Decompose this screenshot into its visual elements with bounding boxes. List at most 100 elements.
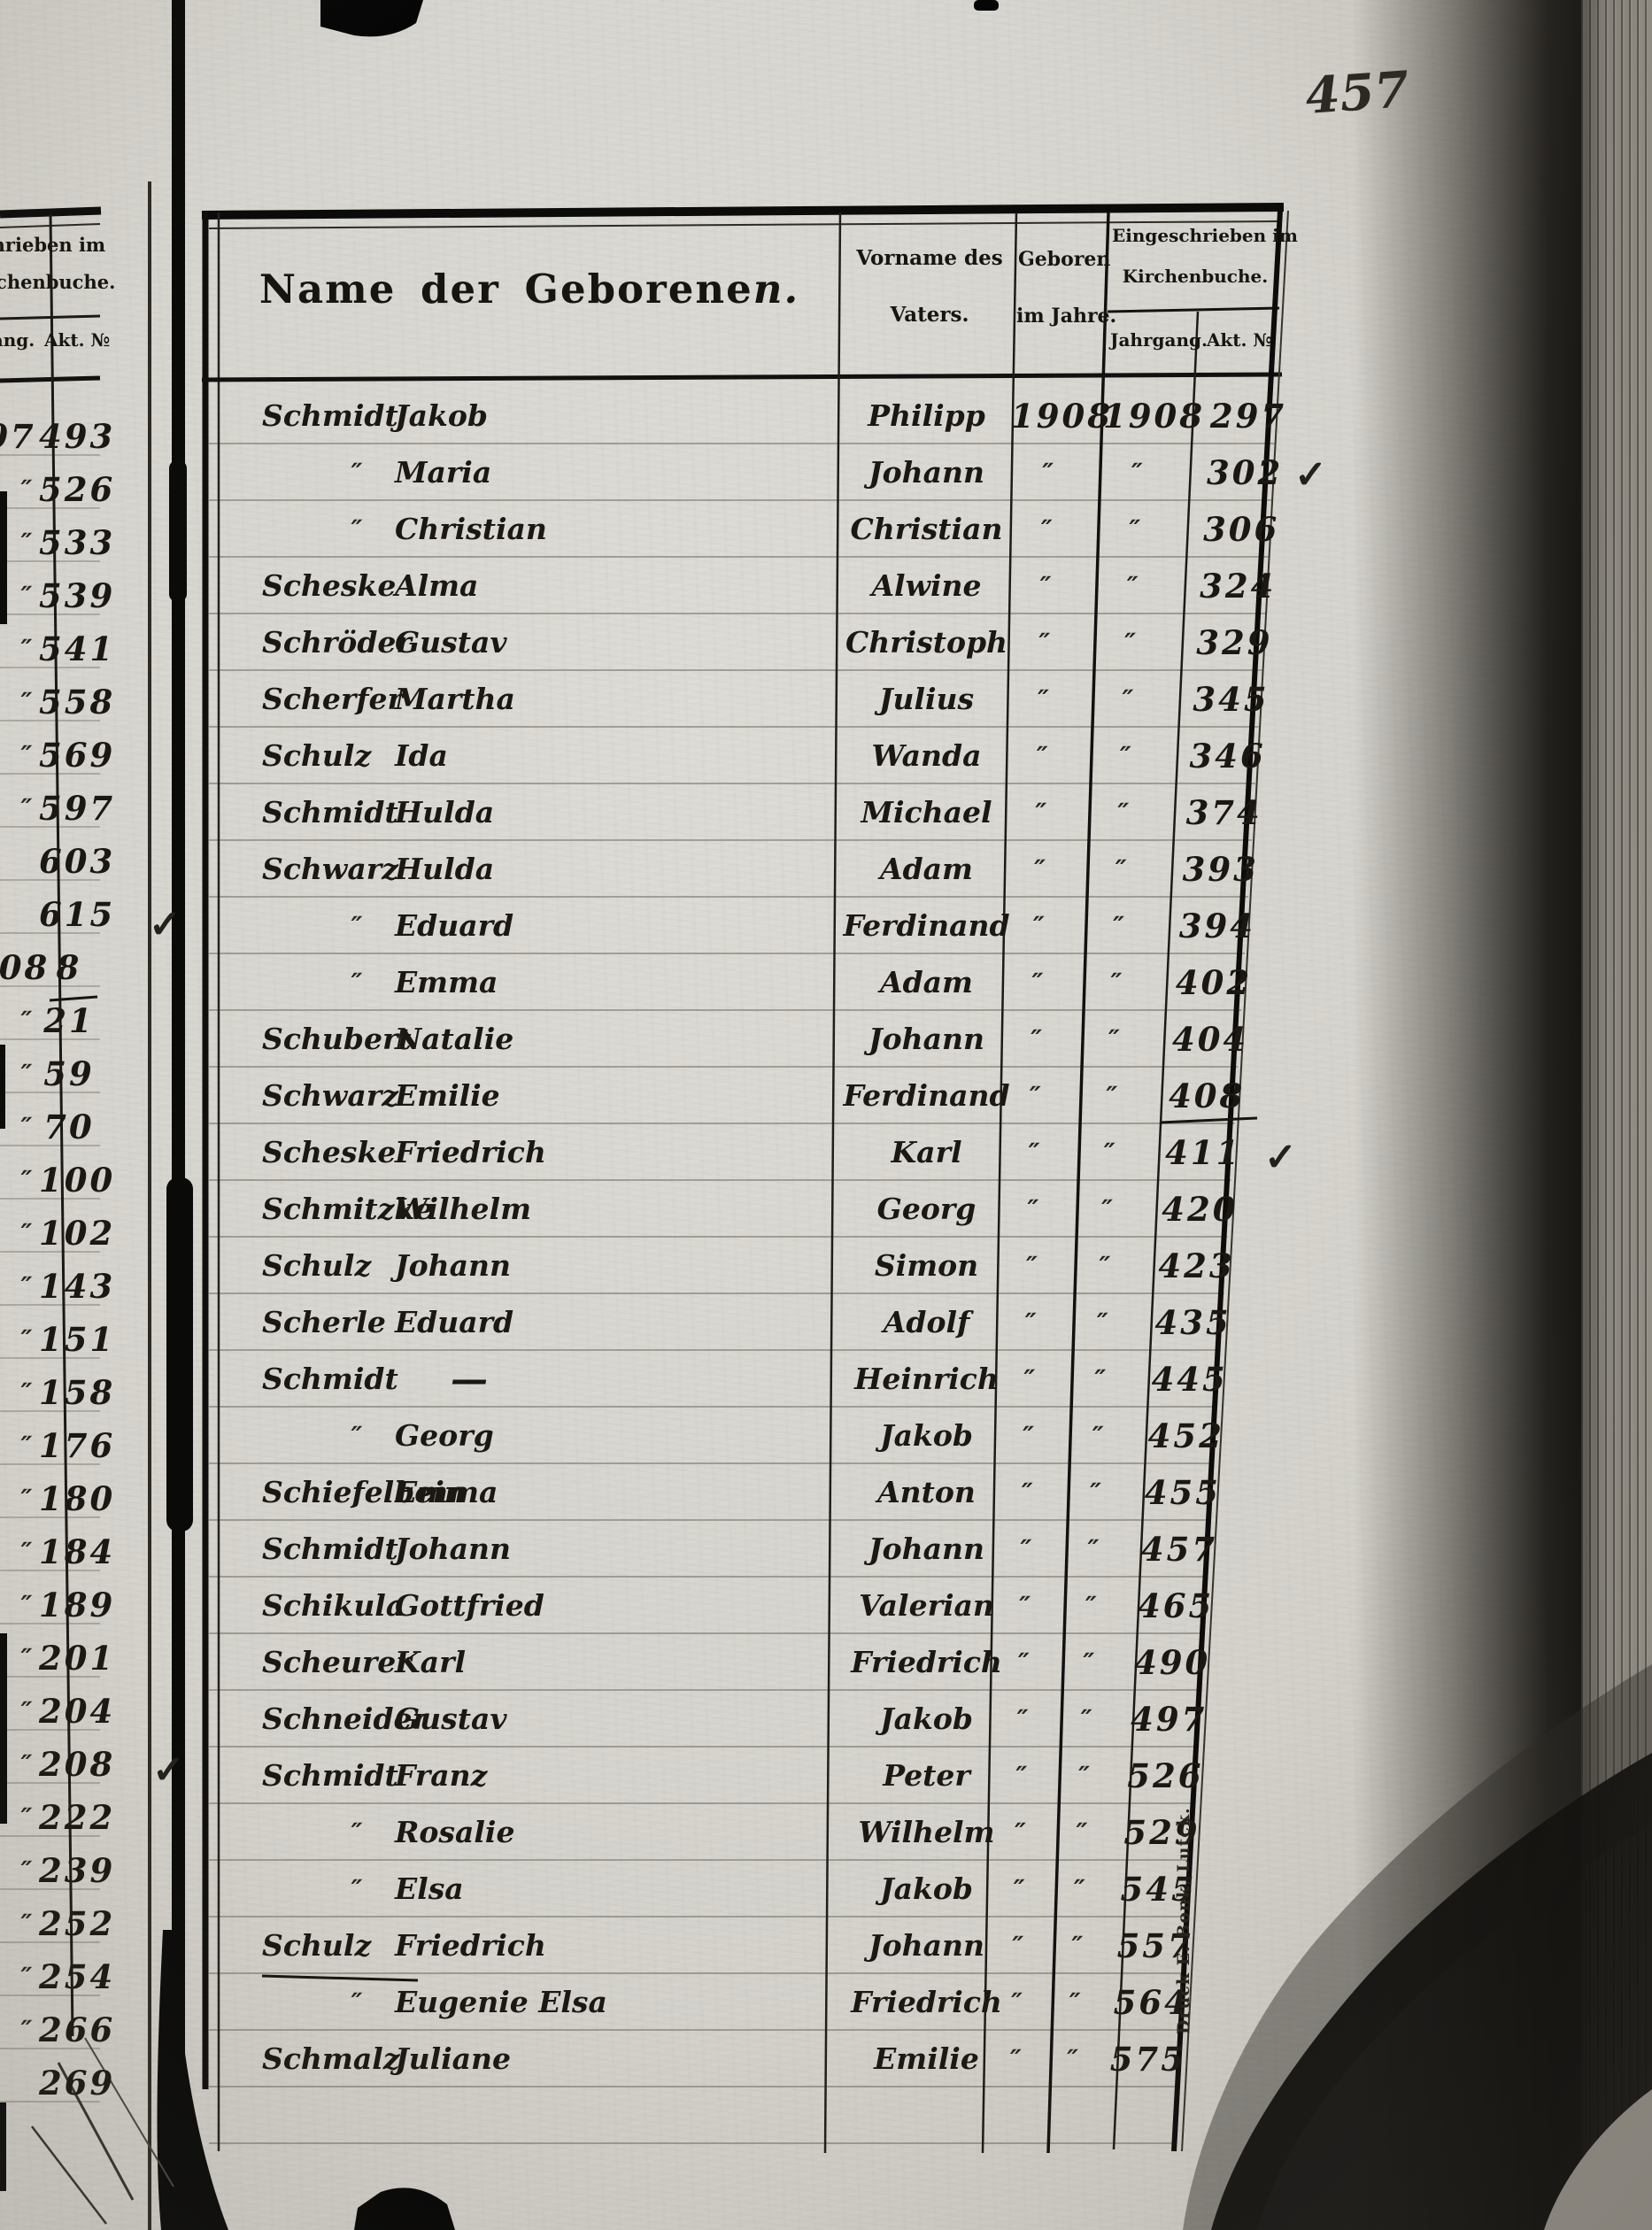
jahrgang-ditto: ″: [1067, 2044, 1079, 2074]
given-name: Emma: [395, 965, 498, 999]
surname: Scheske: [262, 568, 397, 603]
left-year-ditto: ″: [20, 1059, 33, 1089]
crease-streak: [31, 2126, 107, 2225]
col-header-registered-line1: Eingeschrieben im: [1112, 225, 1298, 246]
left-akt-number: 70: [43, 1107, 95, 1146]
akt-number: 404: [1171, 1020, 1249, 1059]
left-year-ditto: ″: [20, 1165, 33, 1195]
given-name: Friedrich: [395, 1928, 546, 1963]
akt-number: 345: [1193, 680, 1270, 719]
left-fragment-header-line1: geschrieben im: [0, 234, 106, 256]
born-year-ditto: ″: [1038, 628, 1051, 658]
father-name: Friedrich: [851, 1645, 1002, 1679]
left-fragment-column-divider: [49, 213, 74, 2037]
crease-streak: [57, 2062, 135, 2201]
surname: Schmidt: [262, 1362, 398, 1396]
born-year-ditto: ″: [1023, 1364, 1036, 1394]
father-name: Friedrich: [851, 1985, 1002, 2019]
left-fragment-header-line2: irchenbuche.: [0, 271, 116, 293]
jahrgang-year: 1908: [1103, 397, 1205, 436]
surname-ditto: ″: [351, 1987, 363, 2018]
jahrgang-ditto: ″: [1108, 1024, 1120, 1054]
underline-akt-408: [1159, 1116, 1258, 1124]
table-title-handwritten-flourish: n.: [753, 266, 800, 313]
left-akt-number: 8: [56, 948, 82, 987]
father-name: Jakob: [880, 1871, 973, 1906]
left-year-ditto: ″: [20, 528, 33, 558]
binding-thick-blob: [166, 1177, 193, 1532]
left-year-ditto: ″: [20, 1696, 33, 1726]
jahrgang-ditto: ″: [1110, 968, 1123, 998]
scan-edge-bar: [0, 2103, 6, 2191]
left-year-ditto: ″: [20, 1749, 33, 1779]
left-year-partial: 07: [0, 417, 36, 456]
jahrgang-ditto: ″: [1103, 1138, 1115, 1168]
left-year-ditto: ″: [20, 581, 33, 611]
surname-ditto: ″: [351, 1874, 363, 1904]
born-year-ditto: ″: [1031, 968, 1044, 998]
surname-ditto: ″: [351, 968, 363, 998]
given-name: Martha: [395, 682, 515, 716]
left-year-ditto: ″: [20, 1006, 33, 1036]
surname: Schulz: [262, 1928, 372, 1963]
born-year-ditto: ″: [1039, 571, 1052, 601]
surname: Schmidt: [262, 795, 398, 829]
akt-number: 306: [1203, 510, 1280, 549]
jahrgang-ditto: ″: [1083, 1647, 1095, 1678]
left-year-ditto: ″: [20, 1856, 33, 1886]
jahrgang-ditto: ″: [1090, 1478, 1102, 1508]
left-fragment-subcol-akt: Akt. №: [44, 329, 111, 351]
given-name: Maria: [395, 455, 492, 490]
surname: Schubert: [262, 1022, 412, 1056]
table-title: Name der Geborenen.: [228, 266, 830, 313]
akt-number: 490: [1134, 1643, 1211, 1682]
born-year-ditto: ″: [1035, 798, 1047, 828]
born-year-ditto: ″: [1028, 1138, 1040, 1168]
ink-blob-top: [320, 0, 423, 37]
left-year-partial: 908: [0, 948, 50, 987]
surname-ditto: ″: [351, 1421, 363, 1451]
akt-number: 457: [1140, 1530, 1218, 1569]
akt-number: 526: [1127, 1756, 1204, 1795]
jahrgang-ditto: ″: [1078, 1761, 1091, 1791]
given-name: Eduard: [395, 908, 514, 943]
born-year-ditto: ″: [1027, 1194, 1039, 1224]
born-year-ditto: ″: [1032, 911, 1045, 941]
given-name: Eugenie Elsa: [395, 1985, 607, 2019]
born-year-ditto: ″: [1012, 1931, 1024, 1961]
given-name: Eduard: [395, 1305, 514, 1339]
table-title-printed: Name der Geborene: [259, 266, 753, 313]
left-year-ditto: ″: [20, 687, 33, 717]
corner-shadow-dark: [1211, 1753, 1652, 2230]
given-name: Karl: [395, 1645, 466, 1679]
born-year-ditto: ″: [1016, 1704, 1029, 1734]
left-year-ditto: ″: [20, 634, 33, 664]
born-year-ditto: ″: [1021, 1478, 1033, 1508]
surname: Scheske: [262, 1135, 397, 1169]
given-name-dash: —: [451, 1357, 488, 1401]
father-name: Julius: [878, 682, 975, 716]
born-year-ditto: ″: [1015, 1761, 1028, 1791]
born-year-ditto: ″: [1013, 1874, 1025, 1904]
akt-number: 452: [1147, 1416, 1224, 1455]
father-name: Jakob: [880, 1701, 973, 1736]
left-year-ditto: ″: [20, 1377, 33, 1408]
col-header-father-line2: Vaters.: [890, 303, 969, 327]
left-year-ditto: ″: [20, 1484, 33, 1514]
father-name: Emilie: [874, 2041, 979, 2076]
given-name: Gustav: [395, 625, 507, 660]
surname: Schmitzke: [262, 1192, 434, 1226]
father-name: Simon: [874, 1248, 979, 1283]
born-year-ditto: ″: [1009, 2044, 1022, 2074]
table-row-lines: [209, 388, 1280, 2148]
jahrgang-ditto: ″: [1099, 1251, 1111, 1281]
subcol-header-jahrgang: Jahrgang.: [1110, 329, 1208, 351]
akt-number: 545: [1120, 1870, 1197, 1909]
surname: Scherle: [262, 1305, 386, 1339]
akt-number: 575: [1109, 2040, 1186, 2079]
akt-number: 564: [1113, 1983, 1190, 2022]
left-year-ditto: ″: [20, 1962, 33, 1992]
check-mark: ✓: [149, 902, 181, 947]
